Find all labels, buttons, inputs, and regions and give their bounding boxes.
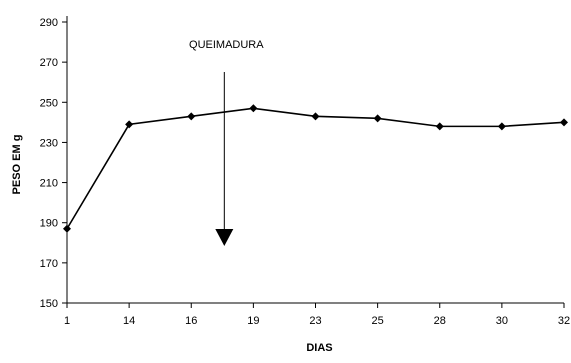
data-point xyxy=(187,112,196,121)
y-tick-label: 170 xyxy=(40,258,58,270)
x-tick-label: 28 xyxy=(434,315,446,327)
y-tick-label: 250 xyxy=(40,97,58,109)
y-tick-label: 150 xyxy=(40,298,58,310)
data-point xyxy=(373,114,382,123)
data-point xyxy=(125,120,134,129)
y-tick-label: 210 xyxy=(40,178,58,190)
data-point xyxy=(249,104,258,113)
x-tick-label: 30 xyxy=(496,315,508,327)
data-series xyxy=(63,104,568,233)
data-point xyxy=(311,112,320,121)
x-tick-label: 25 xyxy=(372,315,384,327)
y-axis-title: PESO EM g xyxy=(11,135,23,195)
tick-labels: 150 170 190 210 230 250 270 290 1 14 16 19 23 25 28 30 3… xyxy=(40,17,570,327)
y-tick-label: 230 xyxy=(40,137,58,149)
x-tick-label: 23 xyxy=(309,315,321,327)
series-line xyxy=(66,107,565,230)
axes xyxy=(62,16,565,308)
x-tick-label: 16 xyxy=(185,315,197,327)
queimadura-label: QUEIMADURA xyxy=(189,39,264,51)
queimadura-arrow-head xyxy=(215,229,234,246)
data-point xyxy=(560,118,568,127)
data-point xyxy=(497,122,506,131)
x-tick-label: 1 xyxy=(64,315,70,327)
x-tick-label: 32 xyxy=(558,315,570,327)
annotation: QUEIMADURA xyxy=(189,39,264,246)
y-tick-label: 190 xyxy=(40,218,58,230)
x-axis-title: DIAS xyxy=(306,342,332,354)
data-point xyxy=(63,224,71,233)
data-point xyxy=(435,122,444,131)
y-tick-label: 290 xyxy=(40,17,58,29)
x-tick-label: 14 xyxy=(123,315,135,327)
y-tick-label: 270 xyxy=(40,57,58,69)
x-tick-label: 19 xyxy=(247,315,259,327)
